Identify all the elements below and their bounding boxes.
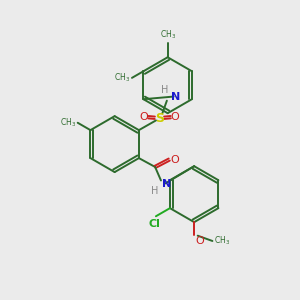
Text: O: O xyxy=(140,112,148,122)
Text: S: S xyxy=(155,112,164,125)
Text: O: O xyxy=(170,112,179,122)
Text: CH$_3$: CH$_3$ xyxy=(160,28,176,41)
Text: CH$_3$: CH$_3$ xyxy=(214,235,230,247)
Text: H: H xyxy=(152,186,159,196)
Text: CH$_3$: CH$_3$ xyxy=(60,116,76,129)
Text: Cl: Cl xyxy=(148,219,160,229)
Text: CH$_3$: CH$_3$ xyxy=(114,72,130,84)
Text: O: O xyxy=(195,236,204,246)
Text: N: N xyxy=(162,179,172,189)
Text: N: N xyxy=(171,92,181,102)
Text: H: H xyxy=(161,85,169,95)
Text: O: O xyxy=(171,154,179,165)
